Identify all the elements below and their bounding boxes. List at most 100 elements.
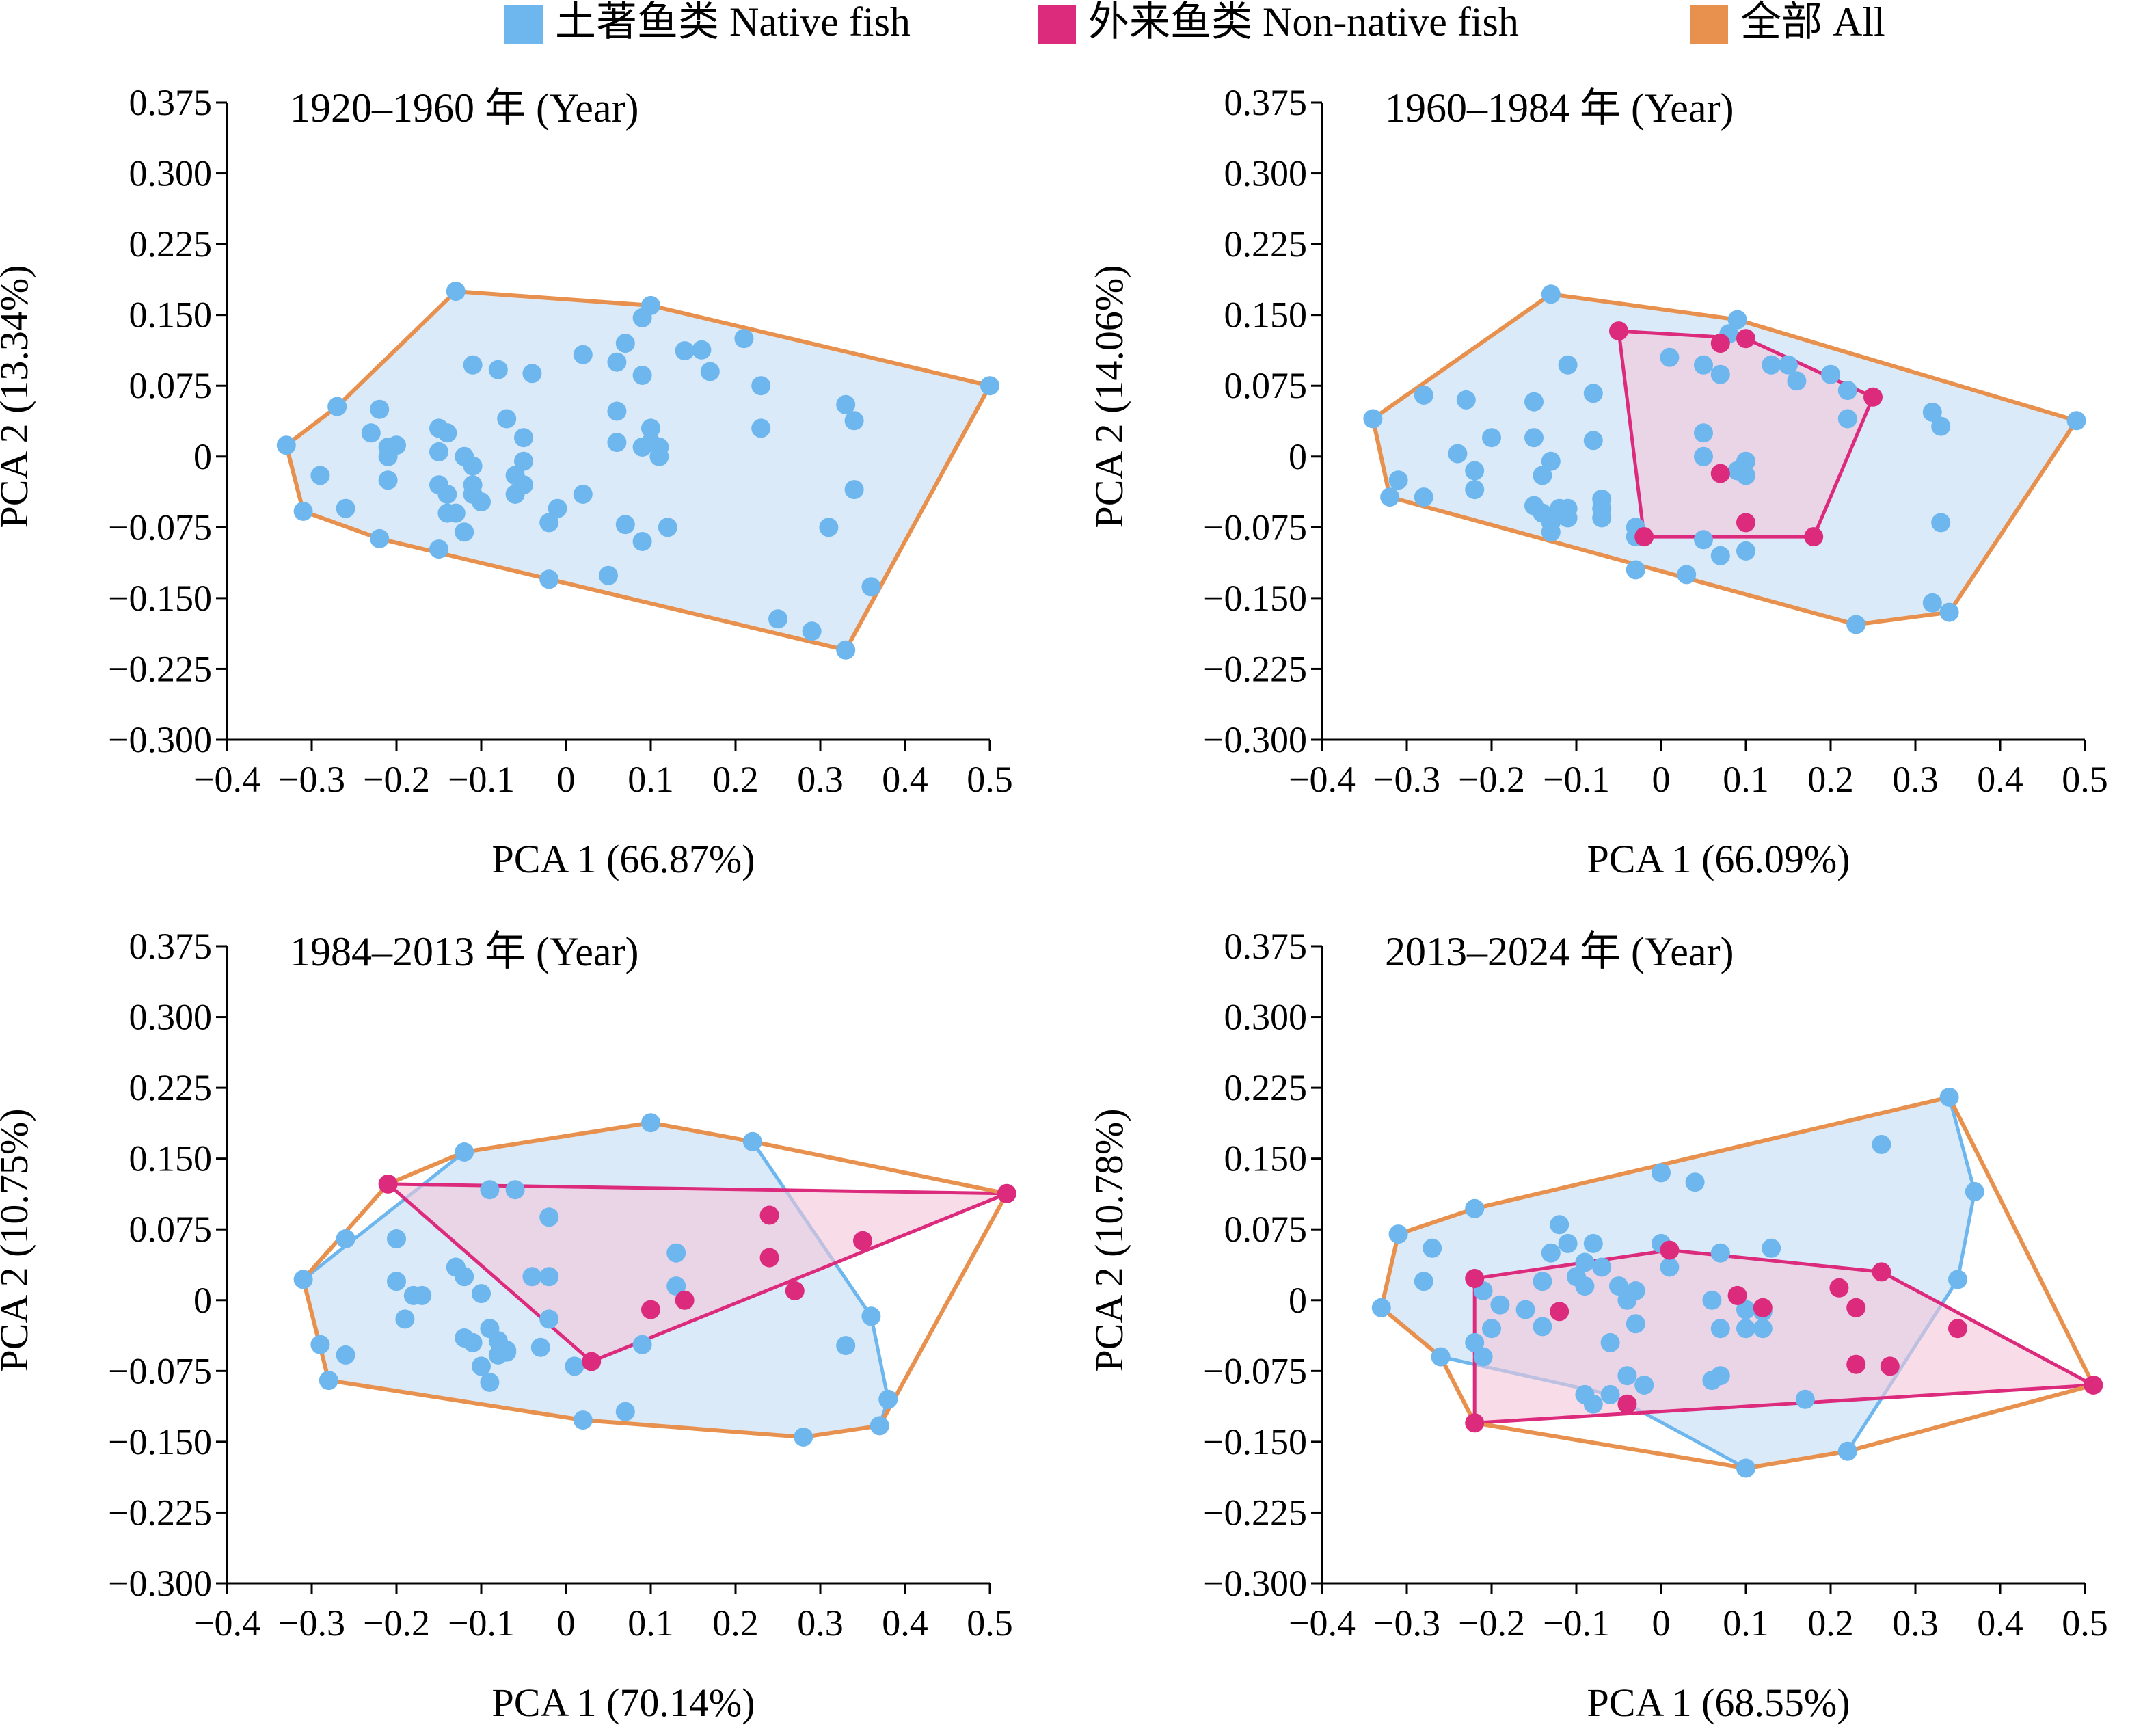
native-point [666, 1276, 686, 1296]
x-tick-label: 0.4 [882, 1603, 928, 1644]
panel-axes: −0.4 −0.3 −0.2 −0.1 0 0.1 0.2 0.3 0.4 0.5 0.375 0.3… [108, 82, 1013, 800]
panel-title: 1920–1960 年 (Year) [290, 85, 639, 131]
panel-axes: −0.4 −0.3 −0.2 −0.1 0 0.1 0.2 0.3 0.4 0.5 0.375 0.3… [1203, 926, 2108, 1644]
native-point [480, 1180, 500, 1200]
x-tick-label: 0.5 [967, 1603, 1013, 1644]
native-point [1600, 1384, 1620, 1404]
native-point [2066, 411, 2086, 431]
x-tick-label: 0.3 [1892, 1603, 1939, 1644]
native-point [734, 329, 754, 349]
native-point [870, 1416, 889, 1436]
native-point [632, 1335, 652, 1354]
native-point [1736, 1300, 1755, 1319]
native-point [480, 1372, 500, 1392]
x-tick-label: −0.4 [1289, 759, 1356, 800]
nonnative-point [1829, 1278, 1849, 1298]
native-point [1414, 487, 1433, 507]
nonnative-point [1609, 321, 1628, 341]
native-point [1558, 355, 1578, 375]
native-point [1533, 1272, 1552, 1291]
native-point [742, 1131, 762, 1151]
native-point [819, 518, 839, 537]
x-tick-label: −0.4 [193, 759, 260, 800]
nonnative-point [641, 1300, 660, 1319]
native-point [1710, 546, 1730, 565]
native-point [1837, 381, 1857, 401]
y-tick-label: 0 [193, 1280, 212, 1321]
x-tick-label: 0.3 [1892, 759, 1939, 800]
native-point [1558, 1233, 1578, 1253]
native-point [387, 1272, 406, 1291]
native-point [548, 498, 567, 518]
nonnative-point [2084, 1376, 2103, 1395]
x-tick-label: 0 [557, 759, 576, 800]
y-tick-label: 0 [1289, 436, 1307, 477]
x-tick-label: 0.5 [967, 759, 1013, 800]
native-point [836, 1336, 856, 1356]
y-tick-label: 0.075 [129, 365, 213, 406]
native-point [1736, 1458, 1755, 1478]
y-tick-label: −0.225 [1203, 648, 1307, 689]
native-point [802, 621, 822, 641]
y-tick-label: 0.150 [1224, 295, 1308, 336]
panel-2013-2024: −0.4 −0.3 −0.2 −0.1 0 0.1 0.2 0.3 0.4 0.5 0.375 0.3… [1087, 926, 2108, 1725]
x-tick-label: 0.4 [882, 759, 928, 800]
x-tick-label: 0.3 [797, 759, 844, 800]
panel-hulls [284, 289, 992, 652]
native-point [293, 1270, 313, 1289]
native-point [1388, 470, 1408, 490]
x-tick-label: −0.1 [1543, 759, 1610, 800]
native-point [1762, 355, 1781, 375]
native-point [1575, 1276, 1595, 1296]
nonnative-point [1804, 527, 1824, 547]
native-point [446, 282, 466, 301]
native-point [565, 1356, 584, 1376]
native-point [1541, 284, 1561, 304]
native-point [1660, 347, 1680, 367]
native-point [1524, 392, 1544, 412]
native-point [1456, 390, 1476, 410]
nonnative-point [853, 1231, 872, 1250]
nonnative-point [1872, 1262, 1891, 1282]
native-point [361, 423, 381, 443]
x-tick-label: 0 [1652, 759, 1671, 800]
legend-label-native: 土著鱼类 Native fish [555, 0, 911, 44]
native-point [1550, 1215, 1569, 1235]
nonnative-point [1634, 527, 1654, 547]
legend-label-nonnative: 外来鱼类 Non-native fish [1088, 0, 1519, 44]
x-tick-label: 0.3 [797, 1603, 844, 1644]
y-tick-label: 0.225 [1224, 1067, 1308, 1108]
native-point [336, 1229, 355, 1248]
native-point [751, 376, 771, 396]
native-point [429, 442, 448, 461]
nonnative-point [1736, 513, 1755, 533]
y-tick-label: 0.375 [1224, 82, 1308, 123]
native-point [1694, 530, 1713, 550]
x-tick-label: −0.2 [1458, 1603, 1525, 1644]
native-point [1727, 310, 1747, 330]
native-point [1634, 1376, 1654, 1395]
native-point [505, 485, 525, 504]
native-point [1465, 1198, 1485, 1218]
panel-points [1371, 1087, 2103, 1478]
native-point [599, 565, 618, 585]
y-tick-label: 0.375 [129, 926, 213, 967]
y-tick-label: 0.075 [1224, 365, 1308, 406]
native-point [692, 340, 712, 360]
y-tick-label: −0.075 [108, 1350, 212, 1391]
native-point [1541, 1243, 1561, 1263]
native-point [1600, 1332, 1620, 1352]
x-tick-label: 0.1 [628, 759, 674, 800]
y-tick-label: −0.300 [108, 719, 212, 760]
native-point [1490, 1295, 1510, 1315]
legend-swatch-native [504, 5, 543, 44]
x-tick-label: 0.1 [1723, 759, 1769, 800]
native-point [632, 532, 652, 551]
nonnative-point [582, 1352, 602, 1371]
native-point [751, 418, 771, 438]
native-point [1821, 364, 1840, 384]
native-point [472, 492, 491, 512]
native-point [437, 485, 457, 504]
native-point [615, 515, 635, 535]
